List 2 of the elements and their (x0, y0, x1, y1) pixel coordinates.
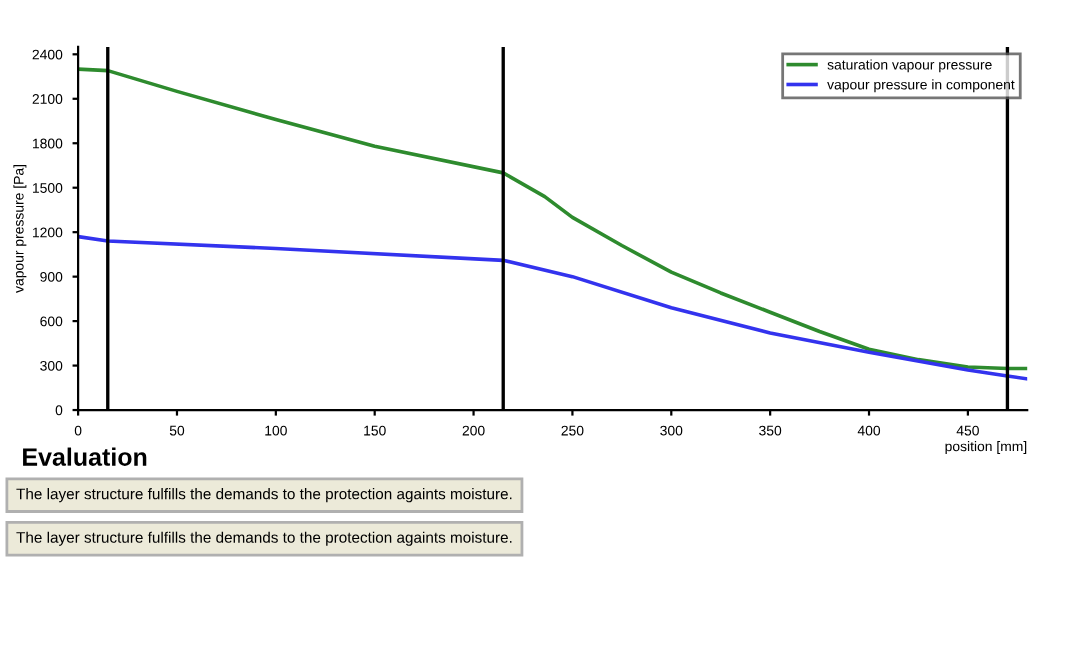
text: Evaluation (23, 447, 147, 466)
line-series (78, 234, 1028, 381)
